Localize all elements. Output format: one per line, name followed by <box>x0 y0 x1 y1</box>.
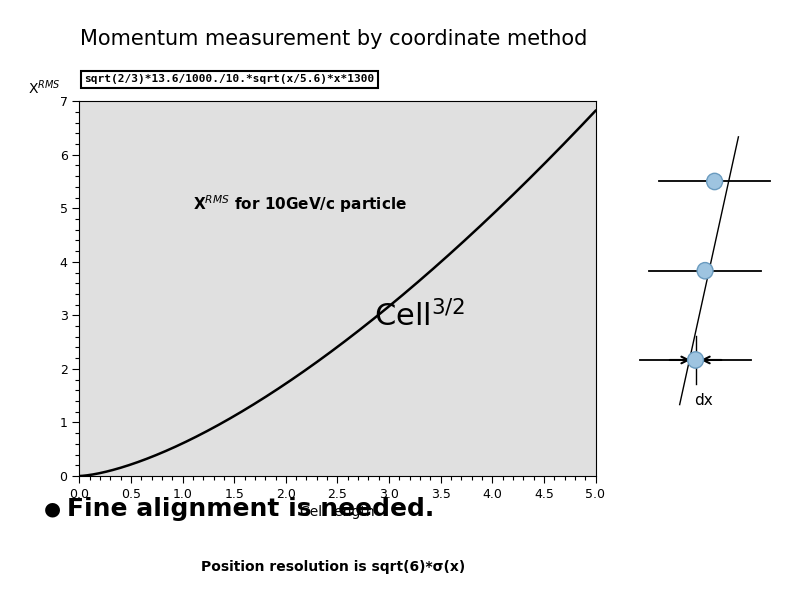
Text: X$^{RMS}$ for 10GeV/c particle: X$^{RMS}$ for 10GeV/c particle <box>193 193 407 215</box>
Ellipse shape <box>697 262 713 279</box>
Text: Position resolution is sqrt(6)*σ(x): Position resolution is sqrt(6)*σ(x) <box>202 560 465 574</box>
Text: dx: dx <box>694 393 713 408</box>
Ellipse shape <box>707 173 723 190</box>
Text: X$^{RMS}$: X$^{RMS}$ <box>28 79 60 98</box>
X-axis label: Cell length: Cell length <box>300 505 375 519</box>
Text: Fine alignment is needed.: Fine alignment is needed. <box>67 497 435 521</box>
Text: Cell$^{3/2}$: Cell$^{3/2}$ <box>373 299 464 332</box>
Text: ●: ● <box>44 499 60 518</box>
Text: sqrt(2/3)*13.6/1000./10.*sqrt(x/5.6)*x*1300: sqrt(2/3)*13.6/1000./10.*sqrt(x/5.6)*x*1… <box>85 74 375 84</box>
Text: Momentum measurement by coordinate method: Momentum measurement by coordinate metho… <box>79 29 588 49</box>
Ellipse shape <box>688 352 703 368</box>
